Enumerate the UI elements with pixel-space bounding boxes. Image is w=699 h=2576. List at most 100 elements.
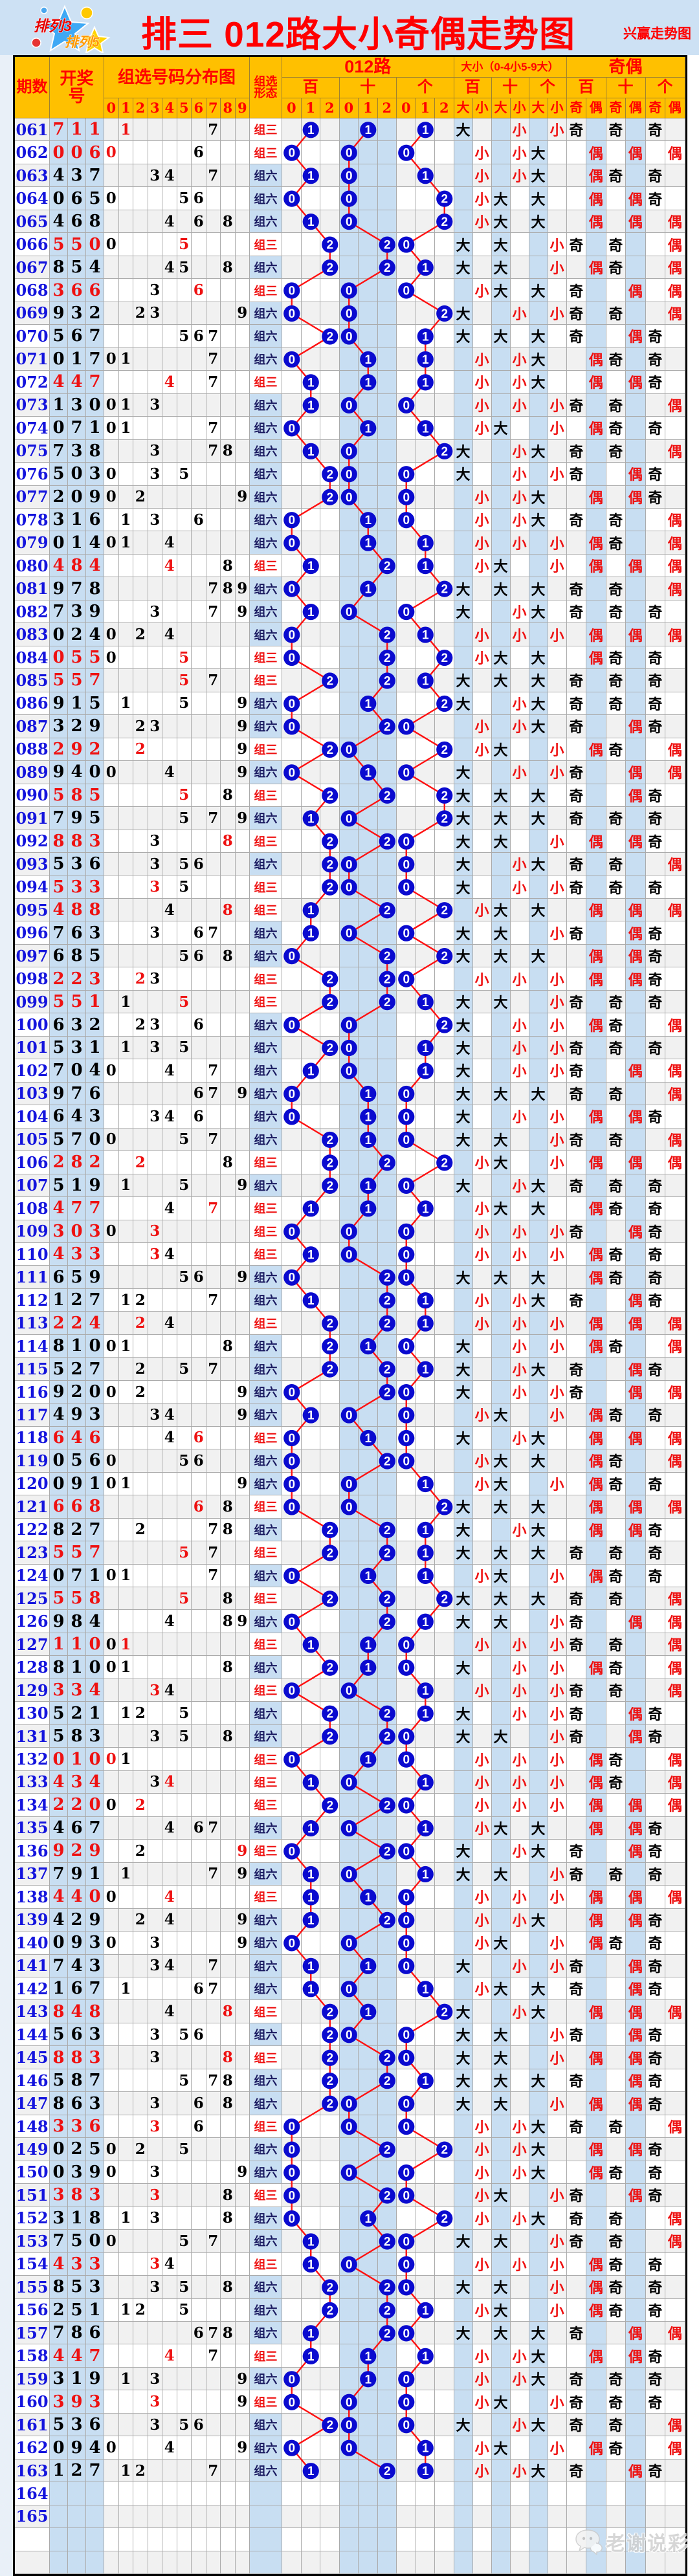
- lu-cell: [435, 1587, 454, 1611]
- form-cell: 组六: [250, 164, 282, 188]
- dist-digit-cell: [148, 944, 162, 968]
- jiou-cell: 奇: [606, 118, 626, 142]
- dist-digit-cell: 1: [118, 1748, 133, 1771]
- dist-digit-cell: [104, 118, 119, 142]
- draw-digit-cell: 0: [50, 347, 68, 371]
- daxiao-cell: [491, 1908, 511, 1932]
- daxiao-cell: 小: [472, 1886, 492, 1909]
- daxiao-cell: [472, 577, 492, 600]
- jiou-cell: [606, 1816, 626, 1840]
- jiou-cell: [586, 2230, 606, 2253]
- lu-cell: [397, 2207, 416, 2230]
- dist-digit-cell: [133, 2000, 148, 2023]
- daxiao-cell: [472, 807, 492, 830]
- lu-cell: [320, 371, 340, 394]
- lu-cell: [435, 210, 454, 234]
- jiou-cell: [586, 807, 606, 830]
- daxiao-cell: 小: [510, 761, 529, 784]
- lu-cell: [320, 1954, 340, 1977]
- period-cell: 121: [15, 1495, 50, 1519]
- dist-digit-cell: [162, 2023, 177, 2047]
- dist-digit-cell: 6: [192, 2413, 206, 2437]
- dist-digit-cell: [235, 508, 250, 532]
- dist-digit-cell: [133, 118, 148, 142]
- dist-digit-cell: [104, 715, 119, 738]
- lu-cell: [320, 1197, 340, 1220]
- daxiao-cell: 大: [491, 1862, 511, 1886]
- dist-digit-cell: [221, 187, 236, 210]
- daxiao-cell: 大: [454, 1610, 473, 1633]
- lu-cell: [416, 1886, 435, 1909]
- dist-digit-cell: [192, 2482, 206, 2505]
- jiou-cell: [626, 393, 646, 417]
- dist-digit-cell: [221, 1702, 236, 1725]
- draw-digit-cell: 7: [86, 1541, 104, 1565]
- dist-digit-cell: [104, 2023, 119, 2047]
- dist-digit-cell: [192, 1770, 206, 1794]
- draw-digit-cell: 4: [50, 1404, 68, 1427]
- dist-digit-cell: [206, 2161, 221, 2185]
- lu-cell: [377, 2298, 397, 2322]
- daxiao-cell: [454, 2161, 473, 2185]
- jiou-cell: [586, 1082, 606, 1106]
- dist-digit-cell: [162, 577, 177, 600]
- dist-digit-cell: 9: [235, 1908, 250, 1932]
- lu-cell: [301, 1449, 320, 1473]
- jiou-cell: [665, 2459, 685, 2483]
- lu-cell: [397, 1702, 416, 1725]
- jiou-cell: 奇: [566, 1358, 586, 1381]
- jiou-cell: 奇: [566, 2207, 586, 2230]
- draw-digit-cell: 8: [68, 2046, 86, 2069]
- draw-digit-cell: 9: [50, 577, 68, 600]
- draw-digit-cell: 4: [68, 2344, 86, 2368]
- dist-digit-cell: 2: [133, 2459, 148, 2483]
- header-dist-digit: 3: [148, 98, 162, 118]
- daxiao-cell: [491, 1312, 511, 1335]
- jiou-cell: 奇: [645, 1242, 665, 1266]
- lu-cell: [359, 577, 378, 600]
- daxiao-cell: 大: [491, 233, 511, 256]
- table-row: 092 8 8 3 3 8 组三大大小偶偶奇: [15, 830, 685, 853]
- daxiao-cell: [454, 2436, 473, 2460]
- lu-cell: [397, 1518, 416, 1542]
- lu-cell: [282, 600, 302, 624]
- jiou-cell: 偶: [586, 1932, 606, 1955]
- form-cell: 组三: [250, 898, 282, 922]
- dist-digit-cell: [148, 1334, 162, 1358]
- lu-cell: [320, 439, 340, 463]
- dist-digit-cell: 0: [104, 1334, 119, 1358]
- dist-digit-cell: [148, 990, 162, 1014]
- jiou-cell: [606, 1610, 626, 1633]
- daxiao-cell: 小: [510, 1105, 529, 1128]
- dist-digit-cell: [235, 463, 250, 486]
- draw-digit-cell: 2: [68, 2459, 86, 2483]
- draw-digit-cell: 7: [50, 921, 68, 945]
- dist-digit-cell: [221, 1174, 236, 1198]
- draw-digit-cell: 9: [50, 1380, 68, 1404]
- draw-digit-cell: 8: [50, 2092, 68, 2115]
- lu-cell: [320, 2138, 340, 2161]
- daxiao-cell: [472, 830, 492, 853]
- lu-cell: [359, 967, 378, 991]
- lu-cell: [301, 2184, 320, 2207]
- dist-digit-cell: 6: [192, 508, 206, 532]
- dist-digit-cell: [118, 646, 133, 670]
- lu-cell: [397, 2528, 416, 2551]
- form-cell: 组六: [250, 1358, 282, 1381]
- jiou-cell: 偶: [586, 1151, 606, 1174]
- jiou-cell: [586, 1036, 606, 1060]
- dist-digit-cell: [192, 2138, 206, 2161]
- draw-digit-cell: 5: [86, 187, 104, 210]
- draw-digit-cell: 6: [86, 1449, 104, 1473]
- draw-digit-cell: 5: [68, 2298, 86, 2322]
- form-cell: 组六: [250, 508, 282, 532]
- lu-cell: [282, 1151, 302, 1174]
- daxiao-cell: 大: [454, 1174, 473, 1198]
- form-cell: 组三: [250, 669, 282, 692]
- lu-cell: [435, 393, 454, 417]
- daxiao-cell: 大: [491, 2069, 511, 2093]
- dist-digit-cell: 7: [206, 1197, 221, 1220]
- lu-cell: [339, 1770, 359, 1794]
- dist-digit-cell: 7: [206, 1128, 221, 1152]
- daxiao-cell: 大: [454, 2230, 473, 2253]
